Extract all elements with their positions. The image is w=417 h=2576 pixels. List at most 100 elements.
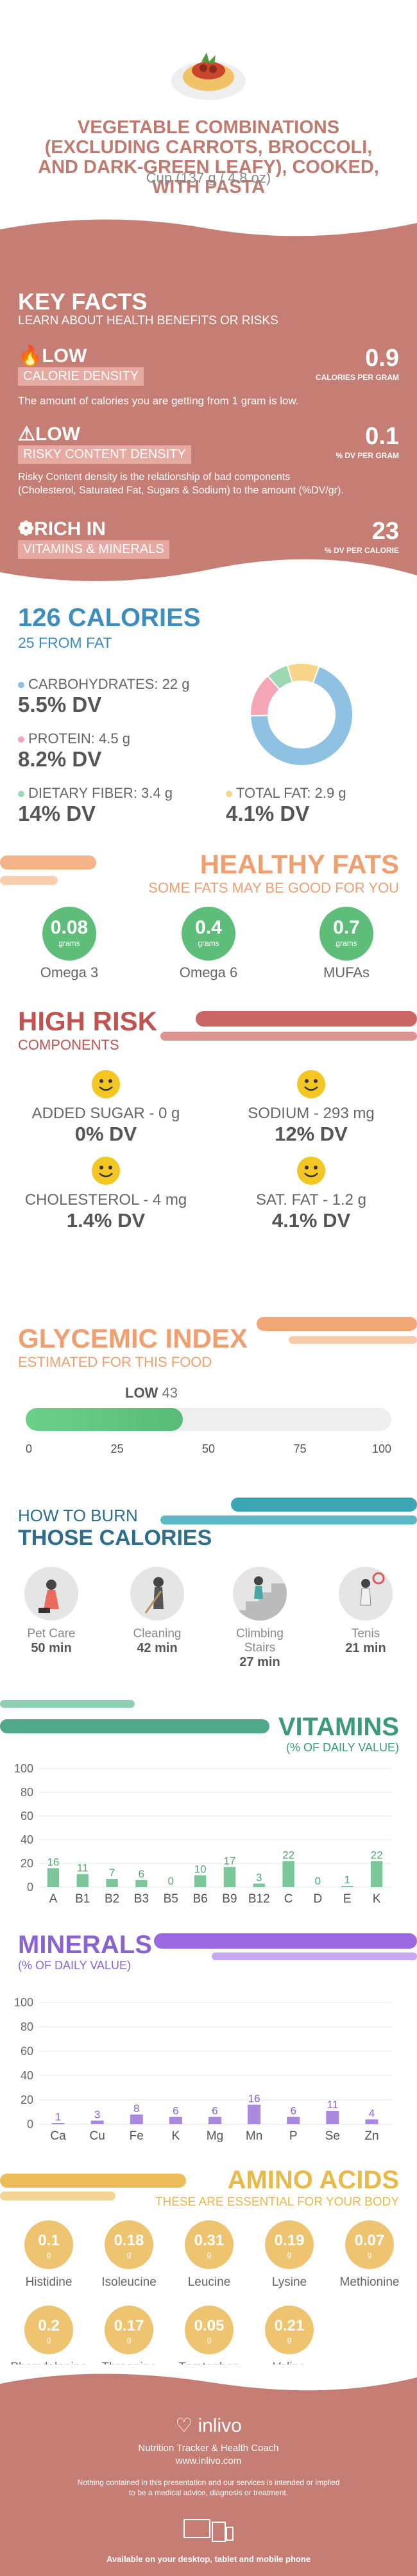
bar-value-label: 16 (47, 1856, 59, 1868)
category-label: K (172, 2129, 180, 2143)
y-tick-label: 0 (27, 1881, 33, 1894)
burn-cleaning: Cleaning 42 min (119, 1567, 196, 1656)
walking-dog-icon (24, 1567, 78, 1621)
vitamins-density-unit: % DV PER CALORIE (324, 546, 399, 555)
y-tick-label: 40 (21, 2069, 33, 2082)
y-tick-label: 80 (21, 1786, 33, 1799)
y-tick-label: 20 (21, 2093, 33, 2106)
donut-slice-fat (286, 663, 320, 684)
fat-block: TOTAL FAT: 2.9 g 4.1% DV (226, 785, 346, 825)
amino-title: AMINO ACIDS (227, 2166, 399, 2194)
calories-section: 126 CALORIES 25 FROM FAT CARBOHYDRATES: … (0, 590, 417, 846)
bar-value-label: 11 (77, 1862, 89, 1874)
footer-url[interactable]: www.inlivo.com (175, 2456, 242, 2466)
bar-value-label: 6 (290, 2105, 296, 2117)
carbs-block: CARBOHYDRATES: 22 g 5.5% DV (18, 676, 190, 716)
vitamins-stripe-decoration (0, 1700, 269, 1733)
amino-methionine: 0.07 g Methionine (331, 2220, 408, 2290)
footer-tagline: Nutrition Tracker & Health Coach (138, 2443, 279, 2454)
risky-density-block: ⚠LOW RISKY CONTENT DENSITY Risky Content… (18, 423, 344, 497)
category-label: B6 (192, 1892, 207, 1906)
glycemic-fill-bar (26, 1408, 183, 1431)
y-tick-label: 100 (14, 1996, 33, 2009)
calories-from-fat: 25 FROM FAT (18, 634, 112, 651)
bar-B9 (223, 1867, 236, 1887)
calorie-density-level: 🔥LOW (18, 345, 87, 367)
risky-density-unit: % DV PER GRAM (336, 451, 399, 460)
category-label: K (373, 1892, 381, 1906)
bar-C (282, 1861, 294, 1887)
amino-leucine: 0.31 g Leucine (171, 2220, 248, 2290)
bar-B3 (135, 1879, 148, 1887)
amino-isoleucine: 0.18 g Isoleucine (90, 2220, 167, 2290)
bar-value-label: 1 (345, 1874, 350, 1886)
calorie-density-block: 🔥LOW CALORIE DENSITY The amount of calor… (18, 345, 298, 408)
omega6-label: Omega 6 (179, 964, 238, 980)
category-label: Cu (90, 2129, 105, 2143)
minerals-section: MINERALS (% OF DAILY VALUE) 0 20 40 60 80 100… (0, 1919, 417, 2156)
fats-title: HEALTHY FATS (200, 849, 399, 879)
amino-stripe-decoration (0, 2174, 186, 2200)
category-label: Ca (50, 2129, 66, 2143)
minerals-bar-chart: 0 20 40 60 80 100 1 Ca 3 Cu 8 Fe 6 K 6 Mg 16 Mn 6 P 11 Se 4 Zn (14, 1996, 391, 2143)
risky-density-label: RISKY CONTENT DENSITY (18, 445, 191, 464)
tennis-player-icon (339, 1567, 393, 1621)
bar-Se (326, 2111, 339, 2124)
bar-value-label: 17 (223, 1855, 235, 1867)
y-tick-label: 60 (21, 1810, 33, 1822)
smile-icon (297, 1070, 325, 1098)
bar-K (370, 1861, 383, 1887)
category-label: A (49, 1892, 58, 1906)
sodium-item: SODIUM - 293 mg 12% DV (215, 1070, 407, 1146)
cholesterol-item: CHOLESTEROL - 4 mg 1.4% DV (10, 1157, 202, 1232)
glycemic-title: GLYCEMIC INDEX (18, 1323, 248, 1353)
footer-wave-decoration (0, 2365, 417, 2391)
category-label: B5 (164, 1892, 178, 1906)
vitamins-density-value: 23 (371, 518, 399, 545)
y-tick-label: 60 (21, 2045, 33, 2058)
bar-B2 (106, 1879, 118, 1887)
category-label: Zn (364, 2129, 379, 2143)
bar-Ca (51, 2123, 65, 2124)
bar-E (341, 1886, 353, 1887)
smile-icon (92, 1070, 120, 1098)
bar-value-label: 7 (109, 1867, 115, 1879)
fats-stripe-decoration (0, 855, 96, 885)
bar-value-label: 8 (133, 2102, 139, 2115)
amino-subtitle: THESE ARE ESSENTIAL FOR YOUR BODY (155, 2195, 399, 2209)
bar-B1 (76, 1874, 89, 1887)
bar-value-label: 22 (371, 1849, 383, 1861)
bar-value-label: 4 (369, 2107, 375, 2119)
key-facts-section: KEY FACTS LEARN ABOUT HEALTH BENEFITS OR… (0, 217, 417, 582)
category-label: B2 (105, 1892, 119, 1906)
risky-density-desc: Risky Content density is the relationshi… (18, 472, 344, 496)
vitamins-density-level: ❁RICH IN (18, 518, 106, 540)
burn-pet-care: Pet Care 50 min (13, 1567, 90, 1656)
minerals-title: MINERALS (18, 1931, 152, 1959)
devices-icon (183, 2519, 234, 2542)
category-label: D (314, 1892, 323, 1906)
bar-B6 (194, 1875, 207, 1887)
leaf-icon: ❁ (18, 518, 35, 540)
category-label: B9 (222, 1892, 237, 1906)
bar-value-label: 6 (173, 2105, 178, 2117)
bar-K (169, 2117, 182, 2124)
vitamins-bar-chart: 02040608010016A11B17B26B30B510B617B93B12… (14, 1762, 391, 1906)
calorie-density-desc: The amount of calories you are getting f… (18, 395, 299, 407)
mufas-label: MUFAs (323, 964, 370, 980)
category-label: Mg (207, 2129, 223, 2143)
glycemic-tick-label: 25 (110, 1442, 124, 1455)
glycemic-subtitle: ESTIMATED FOR THIS FOOD (18, 1354, 212, 1370)
bar-value-label: 6 (212, 2105, 217, 2117)
y-tick-label: 100 (14, 1762, 33, 1775)
header: VEGETABLE COMBINATIONS (EXCLUDING CARROT… (0, 0, 417, 205)
minerals-stripe-decoration (154, 1933, 417, 1960)
bar-value-label: 0 (168, 1875, 174, 1887)
glycemic-track (26, 1408, 391, 1431)
vitamins-density-label: VITAMINS & MINERALS (18, 540, 169, 559)
risk-stripe-decoration (160, 1011, 417, 1041)
calories-title: 126 CALORIES (18, 604, 201, 632)
risk-title: HIGH RISK (18, 1006, 158, 1036)
footer-disclaimer: Nothing contained in this presentation a… (77, 2478, 340, 2497)
category-label: B1 (75, 1892, 90, 1906)
